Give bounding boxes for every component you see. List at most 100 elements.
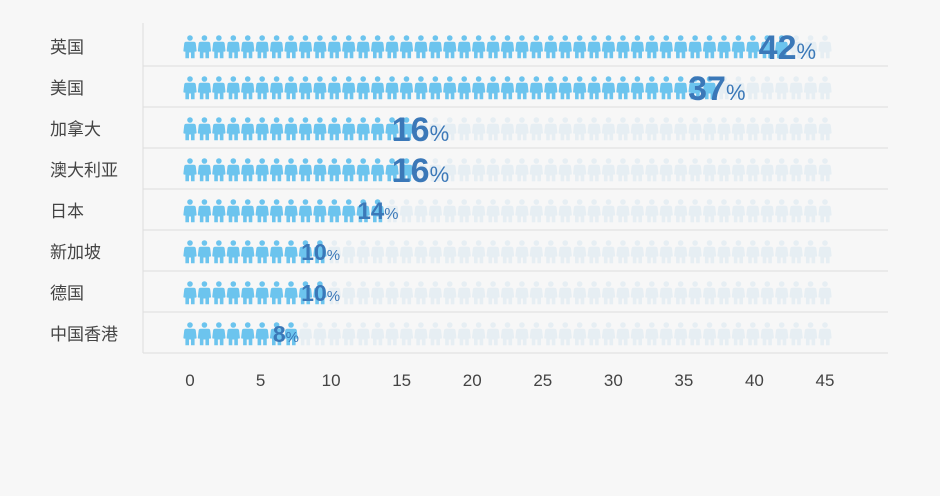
person-icon-empty [544,240,558,264]
person-icon-filled [544,35,558,59]
person-icon-filled [269,35,284,59]
person-icon-filled [544,76,558,100]
person-icon-empty [760,158,774,182]
person-icon-filled [327,199,341,223]
person-icon-empty [573,240,587,264]
person-icon-empty [688,117,702,141]
person-icon-filled [356,76,370,100]
person-icon-empty [659,281,673,305]
person-icon-empty [529,199,543,223]
person-icon-empty [659,240,673,264]
person-icon-filled [255,158,269,182]
person-icon-filled [241,322,255,346]
person-icon-filled [601,35,616,59]
person-icon-filled [226,322,240,346]
person-icon-empty [717,158,731,182]
person-icon-filled [371,117,385,141]
person-icon-filled [269,76,284,100]
person-icon-empty [789,76,803,100]
person-icon-empty [630,117,644,141]
person-icon-empty [573,117,587,141]
person-icon-empty [775,117,789,141]
person-icon-filled [428,35,442,59]
person-icon-empty [818,117,832,141]
person-icon-empty [789,322,803,346]
person-icon-filled [313,117,327,141]
person-icon-empty [731,322,746,346]
person-icon-filled [269,199,284,223]
person-icon-empty [688,199,702,223]
category-label: 美国 [50,79,84,99]
person-icon-empty [803,199,818,223]
person-icon-filled [601,76,616,100]
person-icon-empty [601,281,616,305]
person-icon-empty [760,117,774,141]
person-icon-filled [558,35,572,59]
person-icon-filled [399,76,414,100]
person-icon-empty [702,322,717,346]
person-icon-empty [789,117,803,141]
person-icon-filled [630,76,644,100]
person-icon-filled [356,158,370,182]
person-icon-empty [342,240,356,264]
person-icon-empty [803,158,818,182]
value-label: 14% [358,198,399,225]
person-icon-empty [500,322,515,346]
person-icon-empty [630,281,644,305]
person-icon-filled [226,240,240,264]
person-icon-empty [529,281,543,305]
value-number: 37 [688,70,726,108]
value-percent: % [726,80,746,105]
person-icon-empty [587,158,601,182]
person-icon-empty [342,281,356,305]
person-icon-empty [486,281,500,305]
person-icon-empty [356,322,370,346]
person-icon-empty [630,240,644,264]
person-icon-empty [803,76,818,100]
person-icon-empty [472,281,486,305]
person-icon-filled [255,240,269,264]
person-icon-filled [443,76,457,100]
person-icon-filled [241,117,255,141]
person-icon-empty [659,322,673,346]
person-icon-empty [457,199,471,223]
person-icon-empty [731,158,746,182]
person-icon-empty [529,322,543,346]
person-icon-filled [241,199,255,223]
person-icon-empty [443,281,457,305]
person-icon-filled [284,117,298,141]
person-icon-filled [255,76,269,100]
person-icon-empty [385,322,399,346]
person-icon-empty [601,199,616,223]
person-icon-empty [428,199,442,223]
person-icon-empty [298,322,313,346]
person-icon-empty [616,158,630,182]
person-icon-filled [226,281,240,305]
category-label: 德国 [50,284,84,304]
person-icon-filled [212,117,226,141]
person-icon-empty [702,158,717,182]
person-icon-empty [601,158,616,182]
person-icon-empty [702,281,717,305]
person-icon-empty [688,281,702,305]
value-label: 8% [273,321,299,347]
person-icon-filled [298,158,313,182]
person-icon-empty [414,322,428,346]
person-icon-empty [472,322,486,346]
category-label: 英国 [50,38,84,58]
value-percent: % [327,288,340,305]
value-label: 10% [301,280,340,306]
person-icon-empty [486,199,500,223]
person-icon-filled [284,199,298,223]
person-icon-filled [630,35,644,59]
person-icon-filled [269,281,284,305]
person-icon-empty [500,199,515,223]
person-icon-filled [645,76,659,100]
value-label: 10% [301,239,340,265]
x-tick-label: 15 [392,371,411,390]
person-icon-empty [529,117,543,141]
person-icon-empty [803,117,818,141]
person-icon-empty [472,158,486,182]
person-icon-empty [688,240,702,264]
